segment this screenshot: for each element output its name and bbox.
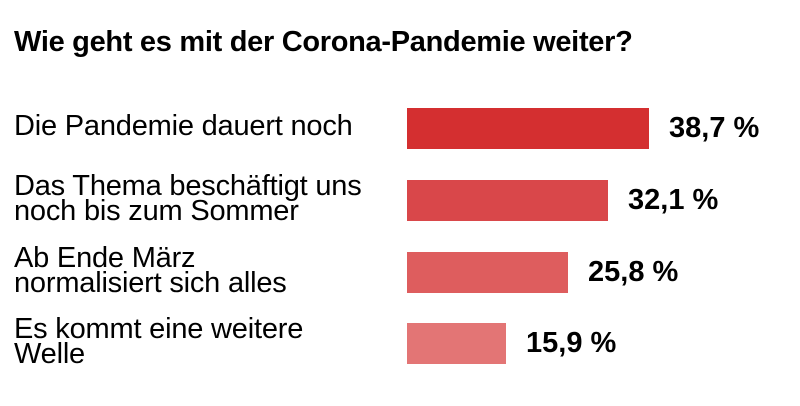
category-label: normalisiert sich alles <box>14 267 287 299</box>
category-label: Ab Ende März <box>14 242 196 274</box>
value-label: 32,1 % <box>628 184 719 216</box>
value-label: 38,7 % <box>669 112 760 144</box>
category-label: Welle <box>14 338 85 370</box>
value-label: 25,8 % <box>588 256 679 288</box>
bar <box>407 323 506 364</box>
category-label: Es kommt eine weitere <box>14 313 304 345</box>
bar <box>407 108 649 149</box>
category-label: Die Pandemie dauert noch <box>14 110 353 142</box>
value-label: 15,9 % <box>526 327 617 359</box>
category-label: noch bis zum Sommer <box>14 195 299 227</box>
chart-title: Wie geht es mit der Corona-Pandemie weit… <box>14 26 633 58</box>
bar <box>407 252 568 293</box>
category-label: Das Thema beschäftigt uns <box>14 170 362 202</box>
bar <box>407 180 608 221</box>
